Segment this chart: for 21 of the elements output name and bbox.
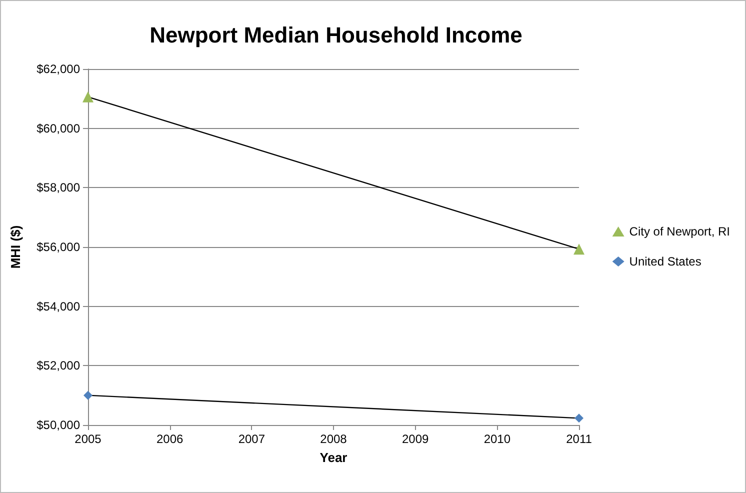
- x-tick-label: 2010: [484, 432, 511, 446]
- point: [574, 414, 584, 423]
- y-tick-label: $54,000: [36, 299, 80, 314]
- x-tick-label: 2011: [566, 432, 592, 446]
- y-tick-label: $62,000: [36, 62, 80, 76]
- y-tick-label: $52,000: [36, 358, 80, 373]
- x-axis-title: Year: [320, 450, 348, 465]
- legend-label: City of Newport, RI: [629, 224, 730, 238]
- x-tick-label: 2005: [74, 432, 102, 446]
- y-axis-title: MHI ($): [8, 225, 23, 269]
- y-tick-label: $60,000: [36, 121, 80, 136]
- chart-title: Newport Median Household Income: [150, 22, 522, 48]
- x-tick-label: 2009: [402, 432, 430, 446]
- legend-label: United States: [629, 254, 702, 268]
- x-tick-label: 2007: [238, 432, 266, 446]
- y-tick-label: $56,000: [36, 240, 80, 254]
- x-tick-label: 2008: [320, 432, 348, 446]
- x-tick-label: 2006: [156, 432, 184, 446]
- y-tick-label: $58,000: [36, 180, 80, 195]
- y-tick-label: $50,000: [36, 418, 80, 432]
- point: [84, 390, 92, 400]
